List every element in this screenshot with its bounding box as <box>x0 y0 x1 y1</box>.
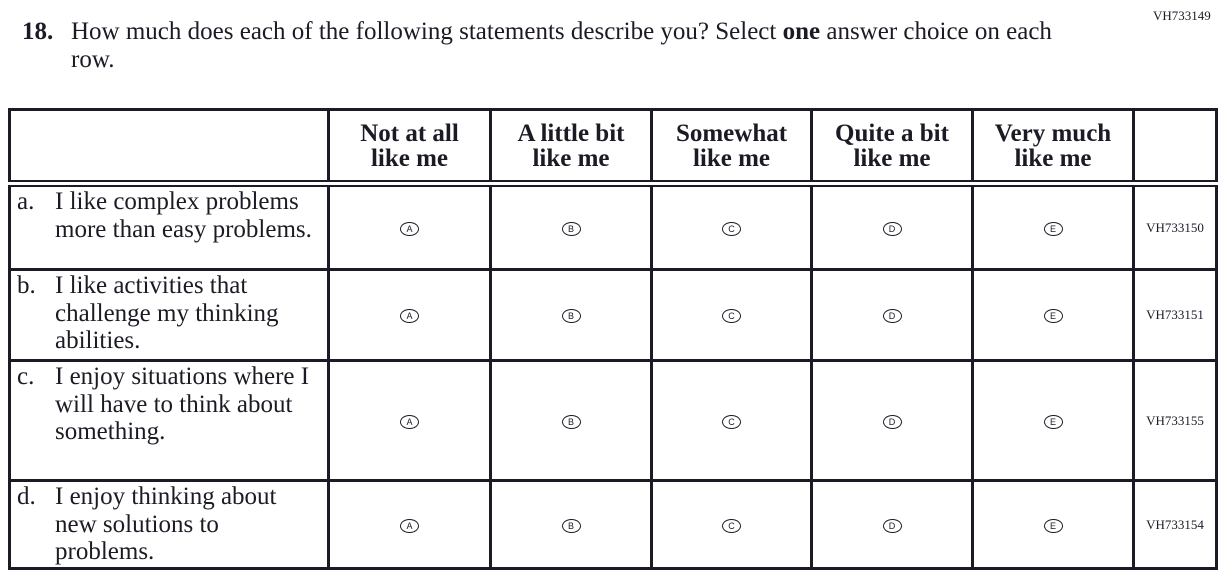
column-header: A little bit like me <box>489 108 653 187</box>
statement-text: I like activities that challenge my thin… <box>55 272 279 354</box>
answer-bubble-c[interactable]: C <box>722 518 741 533</box>
table-row: b. I like activities that challenge my th… <box>8 268 1218 362</box>
statement-cell: b. I like activities that challenge my th… <box>8 268 330 362</box>
answer-bubble-a[interactable]: A <box>400 518 419 533</box>
option-cell: B <box>489 182 653 271</box>
answer-bubble-b[interactable]: B <box>561 309 581 323</box>
answer-bubble-e[interactable]: E <box>1043 414 1063 429</box>
row-label: a. <box>17 188 35 215</box>
answer-bubble-d[interactable]: D <box>882 518 902 533</box>
row-label: c. <box>17 363 35 390</box>
option-cell: D <box>810 182 974 271</box>
option-cell: D <box>810 479 974 570</box>
column-header: Quite a bit like me <box>810 108 974 187</box>
table-row: d. I enjoy thinking about new solutions t… <box>8 479 1218 570</box>
statement-text: I enjoy thinking about new solutions to … <box>55 483 277 565</box>
option-cell: C <box>650 268 813 362</box>
answer-bubble-d[interactable]: D <box>882 221 902 236</box>
question-text-emphasis: one <box>782 18 821 45</box>
question-text-part: answer choice on each row. <box>71 18 1052 73</box>
row-label: b. <box>17 272 36 299</box>
item-code: VH733155 <box>1132 359 1218 482</box>
answer-bubble-a[interactable]: A <box>400 309 419 323</box>
answer-bubble-e[interactable]: E <box>1043 221 1063 236</box>
answer-bubble-d[interactable]: D <box>882 414 902 429</box>
option-cell: E <box>971 479 1135 570</box>
statement-cell: a. I like complex problems more than easy… <box>8 182 330 271</box>
answer-bubble-a[interactable]: A <box>400 221 419 236</box>
answer-bubble-c[interactable]: C <box>722 414 741 429</box>
item-code: VH733154 <box>1132 479 1218 570</box>
statement-cell: d. I enjoy thinking about new solutions t… <box>8 479 330 570</box>
answer-bubble-b[interactable]: B <box>561 518 581 533</box>
likert-table: Not at all like me A little bit like me So… <box>8 108 1218 570</box>
option-cell: C <box>650 479 813 570</box>
option-cell: C <box>650 182 813 271</box>
option-cell: A <box>327 268 492 362</box>
answer-bubble-c[interactable]: C <box>722 309 741 323</box>
row-label: d. <box>17 483 36 510</box>
answer-bubble-b[interactable]: B <box>561 414 581 429</box>
column-header: Somewhat like me <box>650 108 813 187</box>
option-cell: E <box>971 359 1135 482</box>
statement-cell: c. I enjoy situations where I will have t… <box>8 359 330 482</box>
column-header: Very much like me <box>971 108 1135 187</box>
option-cell: A <box>327 359 492 482</box>
answer-bubble-b[interactable]: B <box>561 221 581 236</box>
statement-text: I enjoy situations where I will have to … <box>55 363 310 445</box>
header-row: Not at all like me A little bit like me So… <box>8 108 1218 187</box>
column-header: Not at all like me <box>327 108 492 187</box>
answer-bubble-e[interactable]: E <box>1043 518 1063 533</box>
item-code: VH733150 <box>1132 182 1218 271</box>
answer-bubble-e[interactable]: E <box>1043 309 1063 323</box>
option-cell: E <box>971 268 1135 362</box>
option-cell: D <box>810 268 974 362</box>
question-number: 18. <box>22 18 54 45</box>
option-cell: B <box>489 359 653 482</box>
option-cell: C <box>650 359 813 482</box>
option-cell: A <box>327 479 492 570</box>
answer-bubble-d[interactable]: D <box>882 309 902 323</box>
item-code: VH733151 <box>1132 268 1218 362</box>
table-row: c. I enjoy situations where I will have t… <box>8 359 1218 482</box>
header-blank <box>1132 108 1218 187</box>
option-cell: D <box>810 359 974 482</box>
statement-text: I like complex problems more than easy p… <box>55 188 312 243</box>
option-cell: B <box>489 479 653 570</box>
header-blank <box>8 108 330 187</box>
option-cell: E <box>971 182 1135 271</box>
question-text-part: How much does each of the following stat… <box>71 18 783 45</box>
answer-bubble-c[interactable]: C <box>722 221 741 236</box>
question-id: VH733149 <box>1153 8 1211 23</box>
option-cell: B <box>489 268 653 362</box>
answer-bubble-a[interactable]: A <box>400 414 419 429</box>
question-text: How much does each of the following stat… <box>71 18 1071 74</box>
option-cell: A <box>327 182 492 271</box>
table-row: a. I like complex problems more than easy… <box>8 182 1218 271</box>
